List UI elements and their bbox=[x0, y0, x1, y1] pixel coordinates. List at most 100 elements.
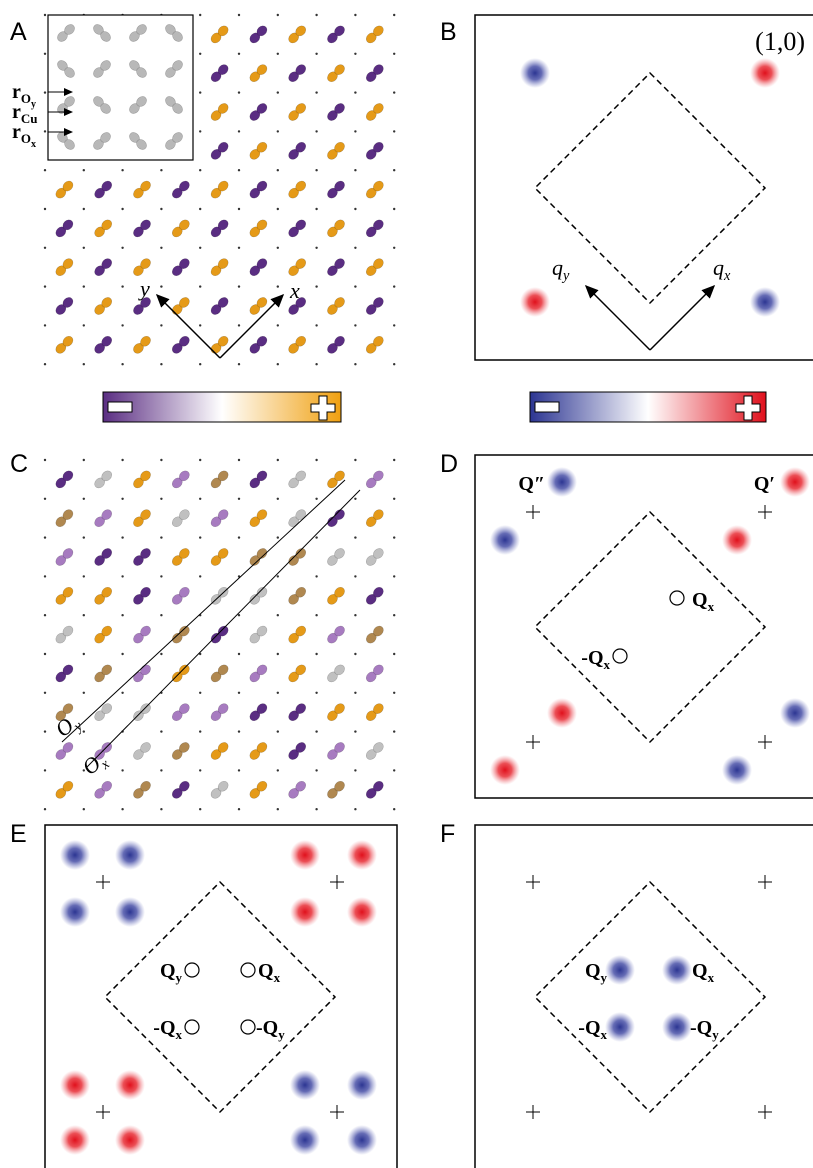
minus-icon bbox=[108, 402, 132, 412]
colorbar bbox=[530, 392, 766, 422]
orbital bbox=[209, 779, 230, 800]
orbital bbox=[170, 624, 191, 645]
panel-frame bbox=[45, 825, 397, 1168]
axis-arrow bbox=[650, 286, 714, 350]
label: qx bbox=[713, 255, 731, 284]
lattice-site bbox=[315, 208, 317, 210]
orbital bbox=[248, 179, 269, 200]
orbital bbox=[248, 295, 269, 316]
lattice-site bbox=[121, 614, 123, 616]
lattice-site bbox=[44, 130, 46, 132]
peak-label: Q″ bbox=[518, 473, 545, 495]
lattice-site bbox=[44, 614, 46, 616]
lattice-site bbox=[354, 208, 356, 210]
orbital bbox=[325, 585, 346, 606]
orbital bbox=[209, 140, 230, 161]
panel-label: E bbox=[10, 820, 27, 848]
lattice-site bbox=[160, 769, 162, 771]
orbital bbox=[209, 218, 230, 239]
orbital bbox=[364, 585, 385, 606]
orbital bbox=[287, 469, 308, 490]
lattice-site bbox=[354, 91, 356, 93]
orbital bbox=[131, 779, 152, 800]
lattice-site bbox=[83, 614, 85, 616]
label-sub: Cu bbox=[21, 111, 38, 126]
orbital bbox=[131, 179, 152, 200]
orbital bbox=[287, 779, 308, 800]
lattice-site bbox=[199, 208, 201, 210]
lattice-site bbox=[199, 324, 201, 326]
orbital bbox=[248, 334, 269, 355]
orbital bbox=[54, 508, 75, 529]
lattice-site bbox=[199, 247, 201, 249]
orbital bbox=[248, 702, 269, 723]
lattice-site bbox=[277, 169, 279, 171]
lattice-site bbox=[199, 169, 201, 171]
label-sub: x bbox=[176, 1027, 183, 1042]
orbital bbox=[93, 663, 114, 684]
orbital bbox=[170, 740, 191, 761]
lattice-site bbox=[354, 247, 356, 249]
lattice-site bbox=[238, 208, 240, 210]
orbital bbox=[54, 334, 75, 355]
lattice-site bbox=[238, 730, 240, 732]
lattice-site bbox=[315, 324, 317, 326]
orbital bbox=[248, 63, 269, 84]
lattice-site bbox=[277, 53, 279, 55]
lattice-site bbox=[315, 285, 317, 287]
label-sub: O bbox=[21, 131, 31, 146]
panel-frame bbox=[475, 455, 813, 798]
plus-mark bbox=[758, 735, 772, 749]
orbital bbox=[325, 624, 346, 645]
orbital bbox=[287, 663, 308, 684]
peak bbox=[662, 1012, 692, 1042]
lattice-site bbox=[393, 692, 395, 694]
lattice-site bbox=[44, 169, 46, 171]
order-label: (1,0) bbox=[755, 27, 805, 56]
lattice-site bbox=[354, 53, 356, 55]
orbital bbox=[131, 740, 152, 761]
lattice-site bbox=[121, 575, 123, 577]
lattice-site bbox=[238, 324, 240, 326]
orbital bbox=[325, 469, 346, 490]
label-sub: x bbox=[723, 268, 731, 284]
orbital bbox=[170, 585, 191, 606]
lattice-site bbox=[277, 536, 279, 538]
peak bbox=[290, 1125, 320, 1155]
lattice-site bbox=[238, 14, 240, 16]
peak bbox=[780, 467, 810, 497]
lattice-site bbox=[83, 324, 85, 326]
orbital bbox=[325, 334, 346, 355]
lattice-site bbox=[121, 247, 123, 249]
lattice-site bbox=[83, 459, 85, 461]
lattice-site bbox=[393, 363, 395, 365]
lattice-site bbox=[354, 169, 356, 171]
lattice-site bbox=[393, 285, 395, 287]
plus-mark bbox=[758, 505, 772, 519]
orbital bbox=[131, 334, 152, 355]
lattice-site bbox=[121, 808, 123, 810]
lattice-site bbox=[121, 769, 123, 771]
lattice-site bbox=[83, 653, 85, 655]
lattice-site bbox=[354, 575, 356, 577]
lattice-site bbox=[393, 769, 395, 771]
orbital bbox=[364, 624, 385, 645]
vector-marker bbox=[241, 1020, 255, 1034]
lattice-site bbox=[238, 363, 240, 365]
orbital bbox=[364, 24, 385, 45]
lattice-site bbox=[315, 53, 317, 55]
orbital bbox=[93, 585, 114, 606]
label: -Qy bbox=[256, 1017, 285, 1042]
peak bbox=[605, 1012, 635, 1042]
lattice-site bbox=[354, 808, 356, 810]
plus-mark bbox=[526, 735, 540, 749]
label-base: -Q bbox=[153, 1017, 175, 1039]
orbital bbox=[287, 624, 308, 645]
lattice-site bbox=[160, 498, 162, 500]
plus-mark bbox=[330, 1105, 344, 1119]
lattice-site bbox=[83, 247, 85, 249]
peak bbox=[780, 698, 810, 728]
label-sub: y bbox=[601, 970, 608, 985]
label-sub: y bbox=[176, 970, 183, 985]
lattice-site bbox=[44, 808, 46, 810]
